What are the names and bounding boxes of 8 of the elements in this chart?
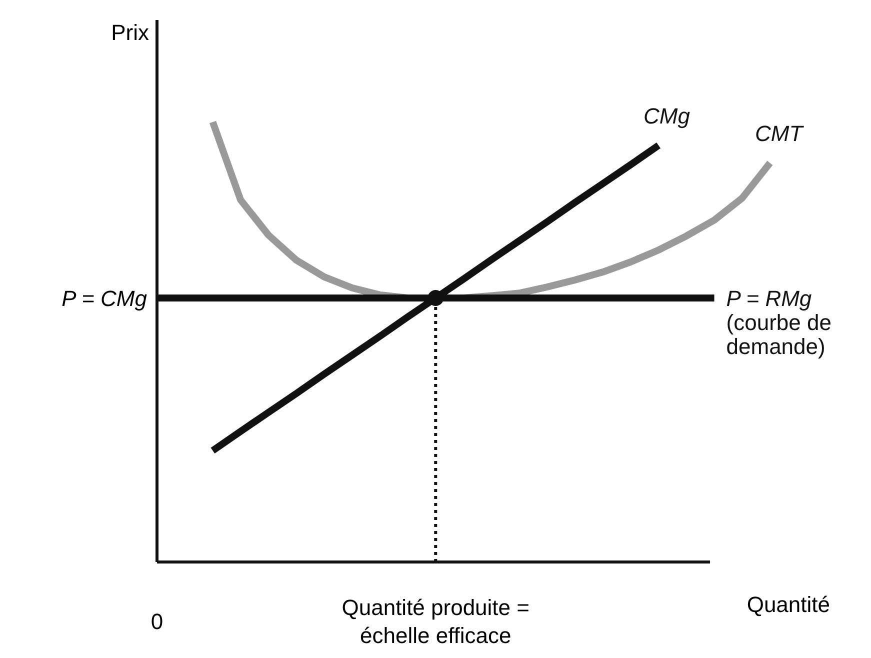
x-tick-label: 0 bbox=[150, 608, 164, 636]
series-label: CMg bbox=[644, 103, 691, 128]
series-label: P = RMg (courbe de demande) bbox=[726, 286, 832, 359]
series-label: CMT bbox=[755, 120, 804, 146]
annotation: P = CMg bbox=[62, 286, 148, 311]
y-axis-title: Prix bbox=[111, 20, 149, 45]
x-axis-title: Quantité bbox=[746, 592, 830, 617]
x-tick-label: Quantité produite = échelle efficace bbox=[342, 594, 530, 650]
